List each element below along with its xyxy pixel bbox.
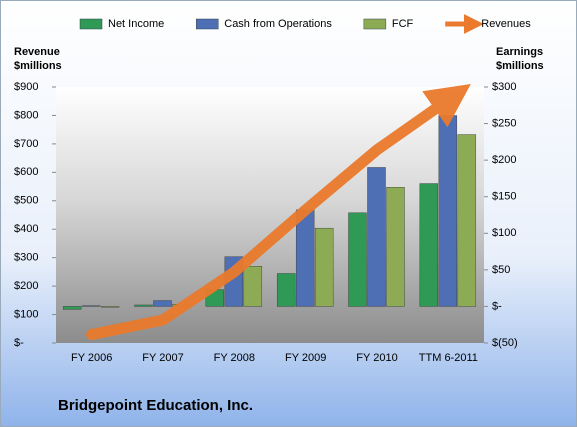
bar (134, 304, 153, 307)
bar (438, 115, 458, 307)
y-tick-label: $- (14, 337, 24, 349)
bar (295, 209, 315, 307)
y2-tick-label: $- (492, 300, 502, 312)
x-tick-label: FY 2010 (356, 352, 397, 364)
legend-label: Revenues (481, 18, 531, 30)
legend-swatch (363, 18, 387, 30)
y-tick-label: $200 (14, 280, 38, 292)
bar (419, 183, 439, 307)
y2-tick-label: $(50) (492, 337, 518, 349)
y2-tick-label: $200 (492, 154, 516, 166)
bar (62, 306, 82, 310)
y2-tick-label: $300 (492, 81, 516, 93)
legend-swatch (196, 18, 219, 30)
y-tick-label: $700 (14, 138, 38, 150)
x-tick-label: FY 2008 (214, 352, 255, 364)
y-tick-label: $100 (14, 308, 38, 320)
bar (276, 273, 296, 307)
revenue-line (86, 84, 471, 340)
y2-tick-label: $100 (492, 227, 516, 239)
y2-axis-label: $millions (496, 60, 544, 72)
bar (457, 134, 477, 307)
bar (314, 227, 334, 307)
x-tick-label: FY 2009 (285, 352, 326, 364)
y2-axis-label: Earnings (496, 46, 543, 58)
legend-label: Cash from Operations (224, 18, 332, 30)
y-tick-label: $300 (14, 252, 38, 264)
y-tick-label: $400 (14, 223, 38, 235)
bar (100, 306, 120, 308)
x-tick-label: TTM 6-2011 (419, 352, 478, 364)
y2-tick-label: $150 (492, 191, 516, 203)
y-tick-label: $800 (14, 109, 38, 121)
x-tick-label: FY 2007 (142, 352, 183, 364)
legend-label: Net Income (108, 18, 164, 30)
y-axis-label: $millions (14, 60, 62, 72)
legend-swatch (79, 18, 103, 30)
chart-title: Bridgepoint Education, Inc. (58, 397, 253, 414)
bar (348, 212, 367, 307)
bar (81, 305, 101, 307)
x-tick-label: FY 2006 (71, 352, 112, 364)
y-tick-label: $500 (14, 195, 38, 207)
y-tick-label: $900 (14, 81, 38, 93)
bar (243, 266, 263, 307)
y-axis-label: Revenue (14, 46, 60, 58)
y2-tick-label: $50 (492, 264, 510, 276)
y-tick-label: $600 (14, 166, 38, 178)
bar (386, 187, 405, 307)
bar (367, 167, 386, 307)
y2-tick-label: $250 (492, 117, 516, 129)
legend-label: FCF (392, 18, 414, 30)
bar (153, 300, 172, 307)
